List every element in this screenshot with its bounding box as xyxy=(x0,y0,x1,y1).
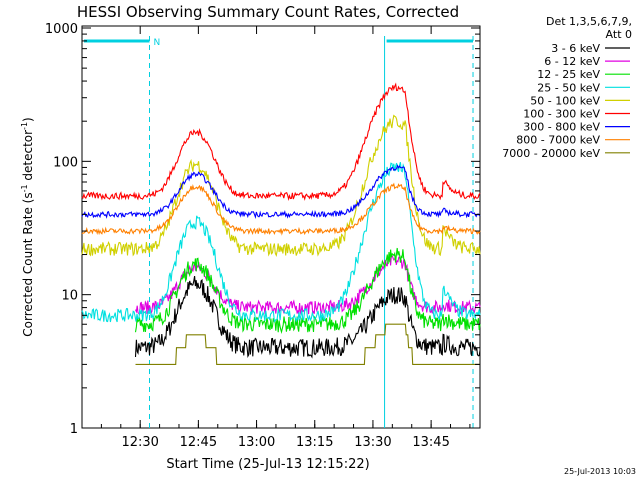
legend-label: 25 - 50 keV xyxy=(537,81,600,94)
legend-label: 800 - 7000 keV xyxy=(516,134,600,147)
series-line xyxy=(135,323,480,365)
y-axis-label-end: ) xyxy=(21,117,35,122)
x-tick-label: 13:15 xyxy=(296,435,333,450)
legend-label: 300 - 800 keV xyxy=(523,121,600,134)
y-axis-label-main: Corrected Count Rate (s xyxy=(21,192,35,336)
series-line xyxy=(81,182,481,236)
timestamp: 25-Jul-2013 10:03 xyxy=(564,467,636,476)
night-label: N xyxy=(153,38,160,48)
legend-label: 7000 - 20000 keV xyxy=(502,147,600,160)
series-line xyxy=(134,276,481,359)
x-tick-label: 13:00 xyxy=(238,435,275,450)
y-tick-label: 1 xyxy=(70,422,78,437)
y-axis: 1 10 100 1000 xyxy=(45,22,480,437)
legend-label: 3 - 6 keV xyxy=(551,42,600,55)
series-line xyxy=(81,114,481,257)
series-line xyxy=(81,82,481,201)
legend-label: 6 - 12 keV xyxy=(544,55,600,68)
x-tick-label: 13:45 xyxy=(412,435,449,450)
series-line xyxy=(134,247,481,334)
x-axis-label: Start Time (25-Jul-13 12:15:22) xyxy=(166,457,369,472)
y-tick-label: 1000 xyxy=(45,22,78,37)
legend-header-2: Att 0 xyxy=(606,28,632,41)
series-line xyxy=(134,254,481,316)
plot-frame xyxy=(81,25,481,429)
x-tick-label: 13:30 xyxy=(354,435,391,450)
y-axis-label: Corrected Count Rate (s-1 detector-1) xyxy=(20,117,35,336)
legend-label: 12 - 25 keV xyxy=(537,68,600,81)
x-tick-label: 12:45 xyxy=(180,435,217,450)
y-axis-label-mid: detector xyxy=(21,130,35,185)
y-tick-label: 100 xyxy=(53,155,78,170)
chart-title: HESSI Observing Summary Count Rates, Cor… xyxy=(77,3,459,21)
y-tick-label: 10 xyxy=(61,289,78,304)
series-layer xyxy=(81,82,481,365)
x-tick-label: 12:30 xyxy=(121,435,158,450)
legend-label: 100 - 300 keV xyxy=(523,108,600,121)
y-axis-label-sup1: -1 xyxy=(20,184,29,192)
x-axis: 12:30 12:45 13:00 13:15 13:30 13:45 xyxy=(81,26,471,450)
y-axis-label-sup2: -1 xyxy=(20,122,29,130)
series-line xyxy=(81,162,481,323)
legend-header-1: Det 1,3,5,6,7,9, xyxy=(546,15,632,28)
night-markers: N xyxy=(84,36,474,428)
legend-label: 50 - 100 keV xyxy=(530,94,600,107)
series-line xyxy=(81,164,481,219)
